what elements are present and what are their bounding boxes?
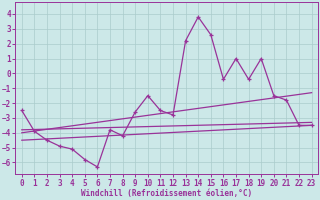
X-axis label: Windchill (Refroidissement éolien,°C): Windchill (Refroidissement éolien,°C) (81, 189, 252, 198)
